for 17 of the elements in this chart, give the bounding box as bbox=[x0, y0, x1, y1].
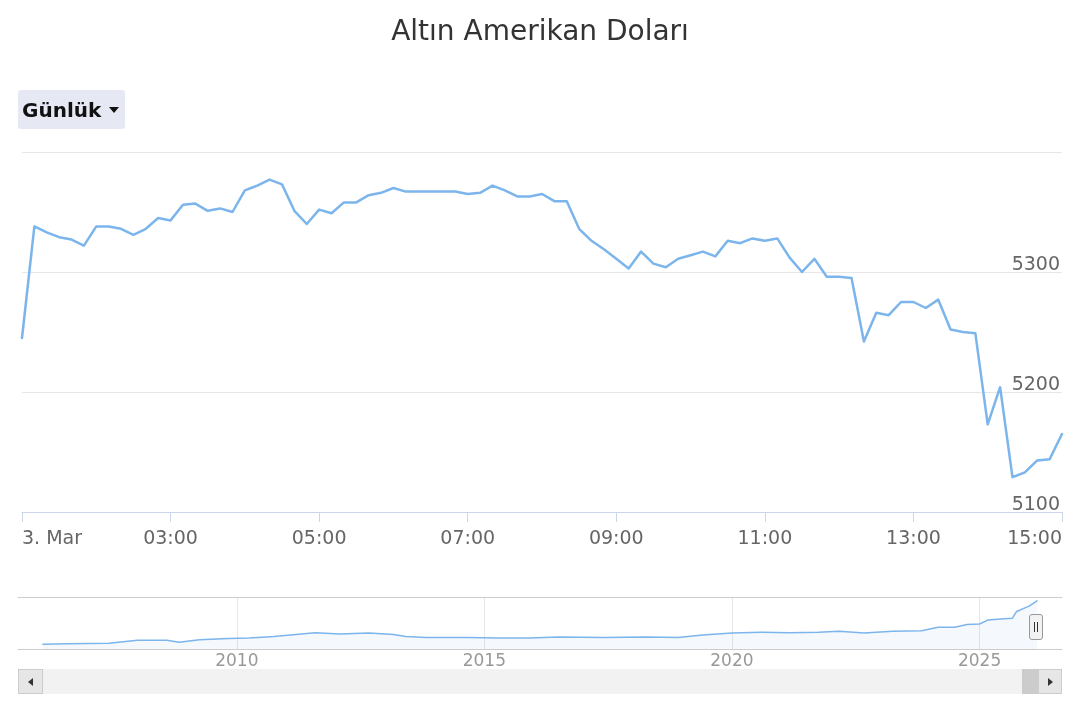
x-tick-label: 2010 bbox=[215, 649, 259, 670]
y-tick-label: 5300 bbox=[1011, 251, 1060, 274]
x-tick-label: 3. Mar bbox=[22, 525, 83, 548]
x-tick-label: 09:00 bbox=[588, 525, 644, 548]
dropdown-button: Günlük bbox=[18, 90, 126, 129]
y-tick-label: 5100 bbox=[1011, 491, 1060, 514]
x-tick-label: 03:00 bbox=[143, 525, 198, 548]
x-tick-label: 05:00 bbox=[291, 525, 347, 548]
y-tick-label: 5200 bbox=[1011, 371, 1060, 394]
x-tick-label: 2025 bbox=[957, 649, 1002, 670]
x-tick-label: 2015 bbox=[462, 649, 506, 670]
x-tick-label: 15:00 bbox=[1007, 525, 1062, 548]
x-tick-label: 11:00 bbox=[737, 525, 793, 548]
x-tick-label: 07:00 bbox=[440, 525, 496, 548]
x-tick-label: 2020 bbox=[710, 649, 754, 670]
chart-title: Altın Amerikan Doları bbox=[391, 13, 689, 47]
x-tick-label: 13:00 bbox=[886, 525, 941, 548]
